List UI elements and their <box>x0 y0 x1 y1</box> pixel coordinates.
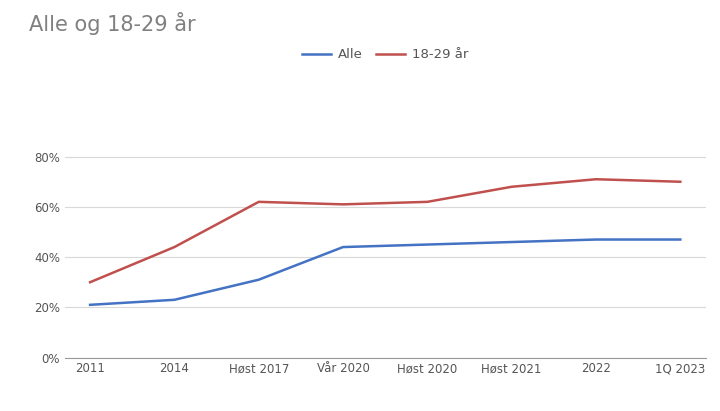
Alle <box>508 240 516 245</box>
Line: 18-29 år: 18-29 år <box>90 179 680 282</box>
18-29 år <box>508 184 516 189</box>
Alle <box>592 237 600 242</box>
18-29 år <box>86 280 94 285</box>
18-29 år <box>338 202 347 207</box>
18-29 år <box>254 199 263 204</box>
Line: Alle: Alle <box>90 240 680 305</box>
Alle <box>676 237 685 242</box>
Alle <box>86 302 94 307</box>
Alle <box>254 277 263 282</box>
Alle <box>423 242 432 247</box>
18-29 år <box>170 245 179 249</box>
18-29 år <box>676 179 685 184</box>
Legend: Alle, 18-29 år: Alle, 18-29 år <box>297 43 473 67</box>
Alle <box>338 245 347 249</box>
Alle <box>170 297 179 302</box>
18-29 år <box>592 177 600 182</box>
18-29 år <box>423 199 432 204</box>
Text: Alle og 18-29 år: Alle og 18-29 år <box>29 12 195 35</box>
